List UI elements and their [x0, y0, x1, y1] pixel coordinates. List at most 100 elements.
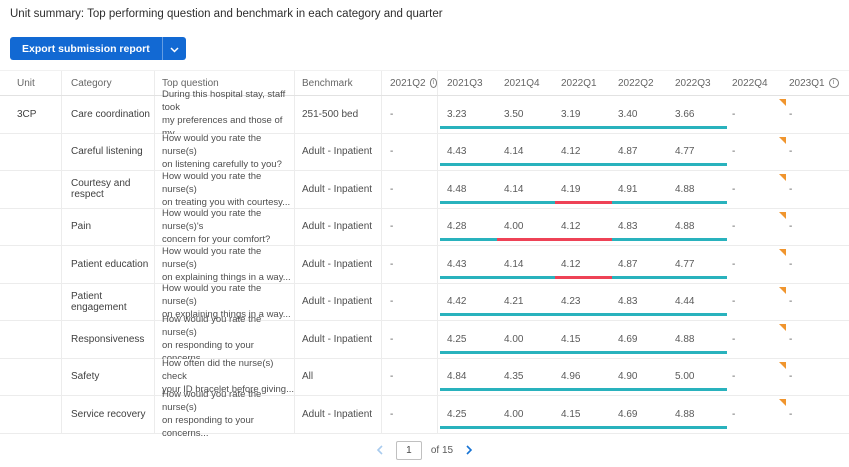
benchmark-cell: Adult - Inpatient	[295, 283, 382, 320]
bar-segment	[440, 388, 498, 391]
column-header-label: 2022Q4	[732, 77, 768, 89]
bar-segment	[612, 200, 670, 204]
value-cell: 4.21	[504, 296, 524, 308]
unit-cell	[0, 246, 62, 283]
bar-segment	[554, 238, 613, 241]
benchmark-cell: All	[295, 358, 382, 395]
question-line: on responding to your concerns...	[162, 415, 254, 440]
unit-cell: 3CP	[0, 96, 62, 133]
column-header-top-question: Top question	[155, 71, 295, 95]
category-cell: Patient engagement	[62, 283, 155, 320]
flag-corner-icon	[779, 286, 786, 294]
column-header-label: 2022Q3	[675, 77, 711, 89]
benchmark-cell: Adult - Inpatient	[295, 396, 382, 433]
trend-bar	[440, 163, 728, 166]
column-header-label: 2023Q1	[789, 77, 825, 89]
table-row: Safety How often did the nurse(s) check yo…	[0, 358, 849, 396]
value-cell: 4.19	[561, 183, 581, 195]
bar-segment	[440, 425, 498, 429]
column-header-label: Top question	[162, 77, 219, 89]
category-cell: Care coordination	[62, 96, 155, 133]
category-cell: Safety	[62, 358, 155, 395]
value-cell: 4.12	[561, 221, 581, 233]
bar-segment	[612, 238, 670, 241]
value-cell: -	[732, 371, 736, 383]
value-cell: 5.00	[675, 371, 695, 383]
table-row: Service recovery How would you rate the n…	[0, 389, 849, 439]
value-cell: -	[789, 183, 793, 195]
next-page-button[interactable]	[462, 442, 476, 460]
value-cell: 4.00	[504, 333, 524, 345]
column-header-label: 2022Q1	[561, 77, 597, 89]
question-line: How would you rate the nurse(s)	[162, 389, 262, 414]
table-row: Courtesy and respect How would you rate t…	[0, 171, 849, 209]
bar-segment	[497, 350, 555, 354]
bar-segment	[554, 388, 613, 391]
table-row: Patient education How would you rate the …	[0, 246, 849, 284]
value-cell: 4.25	[447, 408, 467, 420]
benchmark-cell: Adult - Inpatient	[295, 133, 382, 170]
value-cell: -	[382, 321, 438, 358]
value-cell: -	[789, 371, 793, 383]
export-button-label[interactable]: Export submission report	[22, 42, 150, 55]
column-header-benchmark: Benchmark	[295, 71, 382, 95]
column-header-2022q3: 2022Q3	[666, 71, 723, 95]
value-cell: 4.43	[447, 146, 467, 158]
value-cell: 4.88	[675, 183, 695, 195]
question-cell: How would you rate the nurse(s)'s concern…	[155, 208, 295, 246]
value-cell: -	[789, 258, 793, 270]
bar-segment	[497, 313, 555, 316]
flag-corner-icon	[779, 361, 786, 369]
previous-page-button[interactable]	[373, 442, 387, 460]
value-cell: 4.15	[561, 408, 581, 420]
column-header-label: Unit	[17, 77, 35, 89]
question-line: concern for your comfort?	[162, 234, 271, 246]
benchmark-cell: Adult - Inpatient	[295, 171, 382, 208]
question-line: on treating you with courtesy...	[162, 196, 291, 208]
unit-cell	[0, 208, 62, 245]
value-cell: -	[789, 108, 793, 120]
trend-bar	[440, 425, 728, 429]
question-line: How would you rate the nurse(s)'s	[162, 208, 262, 233]
column-header-2022q4: 2022Q4	[723, 71, 780, 95]
bar-segment	[497, 425, 555, 429]
question-line: How would you rate the nurse(s)	[162, 133, 262, 158]
bar-segment	[440, 313, 498, 316]
value-cell: -	[789, 333, 793, 345]
bar-segment	[554, 125, 613, 129]
bar-segment	[669, 125, 728, 129]
column-header-2021q4: 2021Q4	[495, 71, 552, 95]
bar-segment	[554, 200, 613, 204]
bar-segment	[669, 200, 728, 204]
bar-segment	[497, 163, 555, 166]
category-cell: Patient education	[62, 246, 155, 283]
question-cell: How often did the nurse(s) check your ID …	[155, 358, 295, 395]
export-submission-report-button[interactable]: Export submission report	[10, 37, 186, 60]
bar-segment	[497, 238, 555, 241]
value-cell: 4.83	[618, 296, 638, 308]
unit-cell	[0, 321, 62, 358]
value-cell: 4.48	[447, 183, 467, 195]
trend-bar	[440, 200, 728, 204]
value-cell: 4.96	[561, 371, 581, 383]
info-icon[interactable]: i	[828, 78, 839, 88]
table-row: Patient engagement How would you rate the…	[0, 283, 849, 321]
value-cell: -	[732, 183, 736, 195]
value-cell: 4.14	[504, 146, 524, 158]
bar-segment	[669, 238, 728, 241]
export-dropdown-toggle[interactable]	[163, 37, 186, 60]
bar-segment	[669, 350, 728, 354]
column-header-label: 2021Q3	[447, 77, 483, 89]
table-header: Unit Category Top question Benchmark 2021Q2 i…	[0, 70, 849, 96]
value-cell: -	[732, 108, 736, 120]
question-line: How would you rate the nurse(s)	[162, 283, 262, 308]
value-cell: 3.50	[504, 108, 524, 120]
value-cell: -	[732, 408, 736, 420]
value-cell: -	[382, 396, 438, 433]
page-number-input[interactable]: 1	[395, 441, 422, 460]
bar-segment	[669, 425, 728, 429]
info-icon[interactable]: i	[429, 78, 437, 88]
flag-corner-icon	[779, 399, 786, 406]
question-cell: How would you rate the nurse(s) on listen…	[155, 133, 295, 170]
chevron-right-icon	[465, 442, 473, 460]
